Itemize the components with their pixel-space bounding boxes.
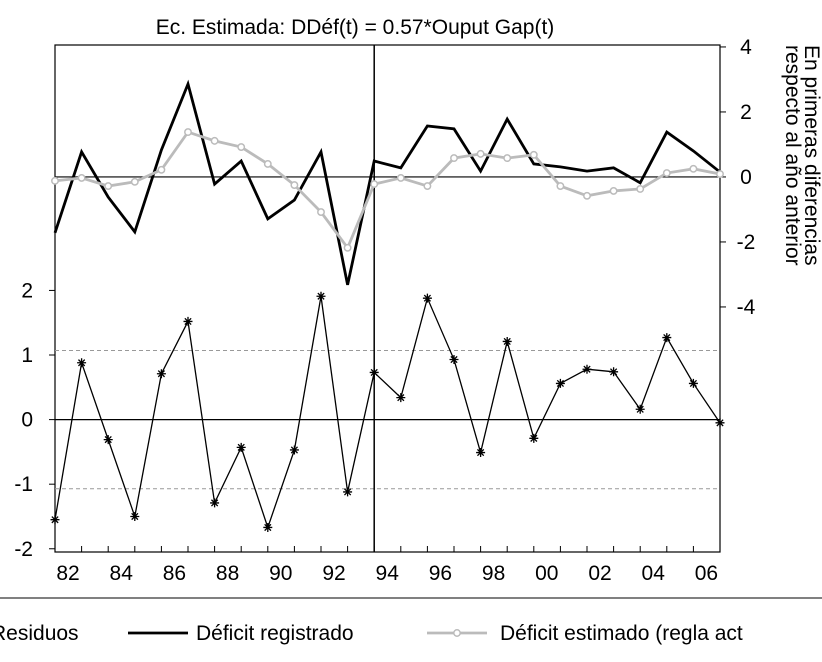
point-marker: [635, 404, 645, 414]
legend-label: Déficit registrado: [196, 622, 354, 645]
point-marker: [263, 160, 272, 168]
x-tick-label: 92: [322, 562, 345, 585]
point-marker: [343, 487, 353, 497]
point-marker: [184, 128, 192, 137]
point-marker: [449, 355, 459, 365]
point-marker: [103, 435, 113, 445]
point-marker: [476, 448, 486, 458]
x-tick-label: 82: [56, 562, 79, 585]
point-marker: [77, 358, 87, 368]
point-marker: [689, 164, 698, 173]
point-marker: [688, 378, 698, 388]
x-tick-label: 88: [216, 562, 239, 585]
point-marker: [450, 154, 458, 163]
point-marker: [502, 336, 512, 346]
point-marker: [130, 177, 139, 186]
point-marker: [715, 418, 725, 428]
point-marker: [343, 243, 352, 252]
x-tick-label: 84: [110, 562, 134, 585]
point-marker: [237, 143, 246, 152]
x-tick-label: 02: [588, 562, 611, 585]
point-marker: [636, 185, 645, 193]
point-marker: [556, 182, 565, 191]
y-tick-label: -1: [14, 473, 33, 496]
point-marker: [157, 165, 166, 174]
point-marker: [716, 170, 724, 178]
legend-marker: [453, 629, 461, 637]
point-marker: [582, 364, 592, 374]
point-marker: [369, 367, 379, 377]
point-marker: [263, 522, 273, 532]
point-marker: [289, 445, 299, 455]
y2-tick-label: -2: [737, 231, 756, 254]
series-line: [54, 130, 721, 251]
point-marker: [396, 393, 406, 403]
series-line: [53, 79, 721, 286]
y2-axis-label: respecto al año anterior: [781, 45, 804, 266]
point-marker: [662, 333, 672, 343]
series-line: [54, 296, 721, 530]
y-tick-label: -2: [14, 538, 33, 561]
point-marker: [370, 180, 379, 189]
point-marker: [529, 150, 538, 159]
point-marker: [236, 442, 246, 452]
point-marker: [423, 182, 432, 191]
y2-tick-label: -4: [737, 296, 756, 319]
point-marker: [555, 378, 565, 388]
point-marker: [396, 173, 405, 182]
point-marker: [77, 173, 86, 182]
point-marker: [662, 169, 671, 178]
y2-tick-label: 4: [740, 36, 752, 59]
point-marker: [290, 181, 299, 190]
point-marker: [529, 433, 539, 443]
point-marker: [130, 511, 140, 521]
point-marker: [104, 182, 113, 191]
y-tick-label: 1: [21, 344, 33, 367]
point-marker: [476, 149, 485, 158]
legend-label: Residuos: [0, 622, 79, 645]
point-marker: [316, 291, 326, 301]
x-tick-label: 86: [163, 562, 186, 585]
point-marker: [422, 293, 432, 303]
point-marker: [609, 367, 619, 377]
x-tick-label: 98: [482, 562, 505, 585]
chart-title: Ec. Estimada: DDéf(t) = 0.57*Ouput Gap(t…: [156, 16, 555, 39]
legend-label: Déficit estimado (regla act: [500, 622, 743, 645]
y-tick-label: 2: [21, 279, 33, 302]
point-marker: [51, 176, 59, 185]
point-marker: [210, 498, 220, 508]
point-marker: [50, 515, 60, 525]
x-tick-label: 94: [376, 562, 400, 585]
point-marker: [609, 186, 618, 195]
y2-axis-label: En primeras diferencias: [800, 45, 822, 266]
x-tick-label: 06: [695, 562, 718, 585]
x-tick-label: 04: [642, 562, 666, 585]
point-marker: [503, 154, 512, 163]
y-tick-label: 0: [21, 409, 33, 432]
x-tick-label: 00: [535, 562, 558, 585]
y2-tick-label: 2: [740, 101, 752, 124]
point-marker: [183, 316, 193, 326]
point-marker: [156, 369, 166, 379]
x-tick-label: 96: [429, 562, 452, 585]
point-marker: [583, 191, 591, 200]
point-marker: [210, 136, 219, 145]
point-marker: [317, 208, 325, 217]
x-tick-label: 90: [269, 562, 292, 585]
plot-frame: [54, 44, 721, 553]
y2-tick-label: 0: [740, 166, 752, 189]
